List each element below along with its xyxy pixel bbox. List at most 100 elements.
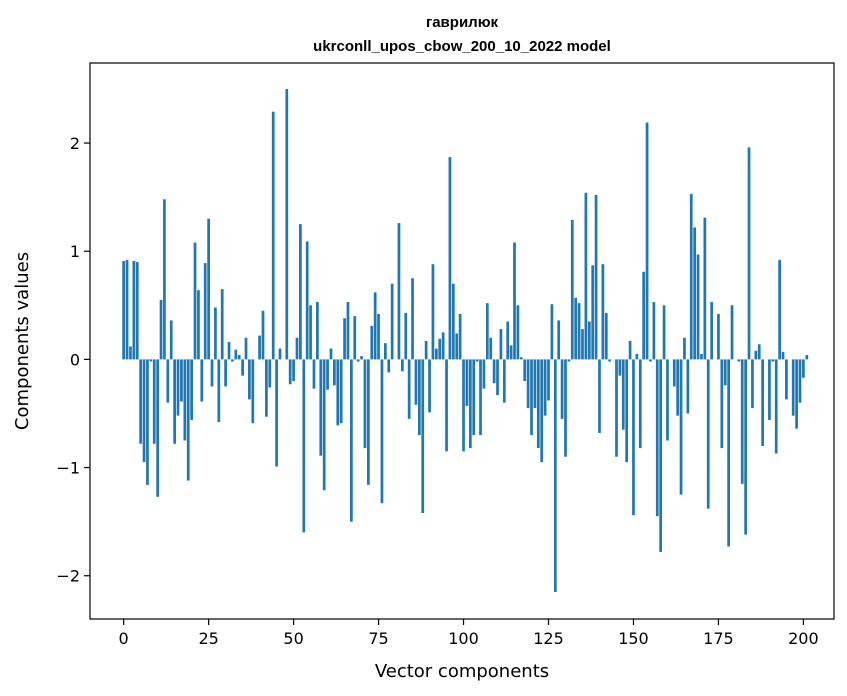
bar-101	[465, 359, 469, 406]
bar-102	[468, 359, 472, 449]
bar-95	[445, 359, 448, 452]
bar-93	[438, 338, 442, 360]
y-axis-label: Components values	[12, 252, 33, 430]
bar-59	[322, 359, 326, 491]
bar-34	[237, 355, 241, 360]
x-tick-label: 75	[368, 629, 388, 648]
bar-54	[305, 241, 309, 360]
bar-172	[706, 359, 710, 509]
bar-32	[231, 359, 234, 362]
bar-2	[129, 346, 132, 360]
bar-166	[686, 359, 690, 414]
bar-24	[203, 263, 207, 360]
chart-subtitle: ukrconll_upos_cbow_200_10_2022 model	[313, 38, 611, 55]
x-axis-ticks: 0 25 50 75 100 125 150 175 200	[119, 619, 819, 648]
bar-162	[672, 359, 676, 387]
bar-71	[363, 359, 367, 449]
bar-170	[700, 353, 703, 360]
bar-8	[149, 359, 153, 362]
bar-62	[333, 359, 336, 386]
bar-111	[499, 329, 503, 360]
bar-85	[411, 278, 414, 360]
bar-56	[312, 359, 316, 389]
bar-91	[431, 264, 435, 360]
bar-67	[350, 359, 353, 522]
bar-201	[805, 355, 809, 360]
bar-192	[774, 359, 778, 454]
bar-136	[584, 192, 588, 360]
bar-148	[625, 359, 629, 463]
bar-104	[475, 359, 479, 362]
bar-97	[451, 283, 455, 360]
plot-area-frame	[89, 62, 835, 620]
bar-163	[676, 359, 680, 416]
bar-143	[608, 359, 612, 362]
bar-103	[472, 359, 476, 436]
bar-75	[377, 313, 380, 360]
bar-124	[543, 359, 547, 416]
bar-1	[125, 259, 129, 360]
y-tick-label: −2	[56, 567, 80, 586]
bar-190	[768, 359, 771, 420]
bar-157	[655, 359, 659, 517]
bar-10	[156, 359, 159, 497]
bar-177	[723, 359, 727, 386]
bar-134	[577, 303, 581, 360]
bar-14	[169, 320, 173, 360]
bar-127	[553, 359, 557, 592]
bar-141	[601, 264, 605, 360]
bar-23	[200, 359, 204, 402]
bar-94	[441, 332, 445, 360]
bar-44	[271, 111, 275, 360]
bar-105	[479, 359, 482, 436]
bar-171	[703, 217, 707, 360]
bar-126	[550, 304, 554, 360]
bar-116	[516, 305, 520, 360]
bar-153	[642, 271, 646, 360]
bar-37	[248, 359, 251, 400]
x-tick-label: 100	[448, 629, 479, 648]
bar-183	[744, 359, 747, 535]
bar-45	[275, 359, 278, 467]
bar-70	[360, 356, 363, 360]
bar-140	[598, 359, 601, 433]
y-tick-label: 1	[70, 242, 80, 261]
bar-55	[309, 305, 312, 360]
bar-25	[207, 218, 210, 360]
bar-28	[217, 359, 221, 423]
bar-186	[754, 350, 758, 360]
bar-36	[244, 337, 248, 360]
bar-181	[737, 359, 741, 362]
bar-12	[163, 199, 166, 360]
bar-66	[346, 302, 350, 360]
bar-57	[316, 302, 319, 360]
bar-115	[513, 242, 516, 360]
bar-53	[302, 359, 306, 533]
bar-40	[258, 335, 261, 360]
bar-187	[757, 344, 761, 360]
bar-138	[591, 265, 595, 360]
bar-100	[462, 359, 465, 452]
bar-11	[159, 299, 163, 360]
bar-89	[424, 341, 428, 360]
bar-58	[319, 359, 323, 456]
bar-83	[404, 312, 408, 360]
bar-164	[679, 359, 683, 495]
bar-107	[485, 303, 489, 360]
bar-17	[180, 359, 183, 402]
bar-168	[693, 227, 697, 360]
bar-51	[295, 337, 299, 360]
bar-121	[533, 359, 537, 409]
bar-5	[139, 359, 142, 444]
x-tick-label: 50	[283, 629, 303, 648]
bar-96	[448, 157, 452, 360]
bar-92	[434, 348, 438, 360]
bar-35	[241, 359, 244, 376]
bar-108	[489, 337, 493, 360]
bar-146	[618, 359, 622, 376]
bar-117	[519, 357, 523, 360]
bar-13	[166, 359, 170, 403]
bar-137	[587, 321, 591, 360]
bar-188	[761, 359, 764, 446]
